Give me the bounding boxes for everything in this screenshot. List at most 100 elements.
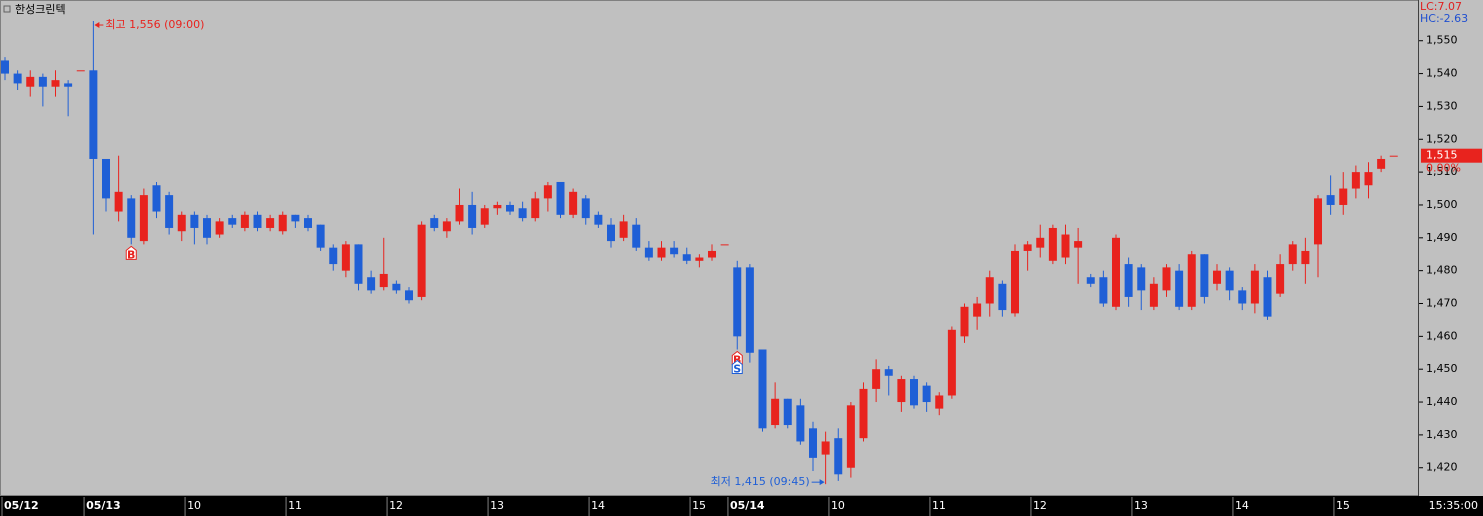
- candle-body: [1389, 155, 1398, 157]
- last-price-tag: [1421, 148, 1482, 163]
- y-tick-label: 1,490: [1426, 231, 1458, 244]
- y-tick-label: 1,480: [1426, 264, 1458, 277]
- candle-body: [1250, 270, 1259, 304]
- candle-body: [405, 290, 413, 301]
- candle-body: [1213, 270, 1221, 284]
- candle-body: [379, 273, 388, 288]
- candle-body: [215, 221, 224, 235]
- x-tick-label: 10: [187, 499, 201, 512]
- candle-body: [1364, 172, 1373, 186]
- annotation: 최고 1,556 (09:00): [105, 18, 204, 31]
- candle-body: [607, 224, 615, 242]
- candle-body: [960, 306, 969, 337]
- candle-body: [26, 76, 35, 87]
- candle-body: [341, 244, 350, 271]
- candle-body: [581, 198, 590, 219]
- candle-body: [1187, 254, 1196, 307]
- candle-body: [493, 204, 502, 209]
- candle-body: [998, 283, 1007, 311]
- candle-body: [1074, 241, 1083, 248]
- candle-body: [1225, 270, 1234, 291]
- y-tick-label: 1,530: [1426, 99, 1458, 112]
- candle-body: [1112, 237, 1120, 307]
- candle-body: [973, 303, 982, 317]
- y-tick-label: 1,460: [1426, 329, 1458, 342]
- candle-body: [619, 221, 628, 238]
- y-tick-label: 1,550: [1426, 34, 1458, 47]
- last-price-label: 1,515: [1426, 149, 1458, 162]
- candle-body: [1314, 198, 1322, 245]
- candle-body: [152, 185, 161, 212]
- candle-body: [556, 181, 565, 215]
- candle-body: [127, 198, 136, 238]
- annotation-arrowhead: [819, 479, 825, 486]
- candle-body: [329, 247, 338, 265]
- signal-label: B: [127, 248, 135, 261]
- candle-body: [1149, 283, 1158, 307]
- y-tick-label: 1,470: [1426, 297, 1458, 310]
- x-tick-label: 12: [389, 499, 403, 512]
- candle-body: [114, 191, 123, 212]
- candle-body: [644, 247, 653, 258]
- candle-body: [1036, 237, 1045, 248]
- candle-body: [695, 257, 704, 261]
- candle-body: [1175, 270, 1184, 307]
- candle-body: [720, 244, 729, 246]
- candle-body: [657, 247, 666, 258]
- candle-body: [455, 204, 464, 222]
- candle-body: [1048, 227, 1057, 261]
- candle-body: [1, 60, 9, 74]
- candle-body: [64, 83, 73, 87]
- candle-body: [758, 349, 767, 429]
- candle-body: [38, 76, 47, 87]
- candle-body: [897, 379, 906, 403]
- candle-body: [430, 218, 439, 228]
- candle-body: [1023, 244, 1032, 251]
- candle-body: [240, 214, 249, 228]
- candle-body: [480, 208, 489, 225]
- y-tick-label: 1,450: [1426, 362, 1458, 375]
- time-axis: [0, 496, 1483, 516]
- indicator: LC:7.07: [1420, 0, 1462, 13]
- candle-body: [165, 195, 174, 228]
- x-tick-label: 12: [1033, 499, 1047, 512]
- signal-marker: [731, 350, 743, 365]
- candle-body: [884, 369, 893, 376]
- time-label: 15:35:00: [1429, 499, 1478, 512]
- x-tick-label: 05/13: [86, 499, 121, 512]
- candle-body: [304, 218, 312, 228]
- y-tick-label: 1,540: [1426, 67, 1458, 80]
- candle-body: [569, 191, 578, 215]
- candle-body: [1288, 244, 1297, 265]
- candle-body: [102, 158, 110, 199]
- candle-body: [1011, 250, 1019, 314]
- indicator: HC:-2.63: [1420, 12, 1468, 25]
- x-tick-label: 15: [1336, 499, 1350, 512]
- chart-title: 한성크린텍: [15, 3, 66, 16]
- candle-body: [745, 267, 754, 353]
- candle-body: [1351, 172, 1360, 189]
- x-tick-label: 11: [288, 499, 302, 512]
- candle-body: [354, 244, 363, 284]
- x-tick-label: 15: [692, 499, 706, 512]
- candle-body: [89, 70, 98, 159]
- candle-body: [531, 198, 540, 219]
- candle-body: [266, 218, 275, 228]
- candle-body: [947, 329, 956, 396]
- candle-body: [518, 208, 527, 219]
- x-tick-label: 14: [1235, 499, 1249, 512]
- candle-body: [1326, 195, 1335, 205]
- candle-body: [316, 224, 325, 248]
- candle-body: [910, 379, 918, 406]
- candle-body: [1301, 250, 1310, 265]
- candle-body: [190, 214, 199, 228]
- candle-body: [682, 254, 691, 261]
- y-tick-label: 1,500: [1426, 198, 1458, 211]
- x-tick-label: 13: [490, 499, 504, 512]
- candle-body: [13, 73, 22, 84]
- signal-marker: [731, 359, 743, 374]
- price-axis: [1419, 0, 1483, 496]
- candle-body: [1162, 267, 1171, 291]
- candle-body: [632, 224, 641, 248]
